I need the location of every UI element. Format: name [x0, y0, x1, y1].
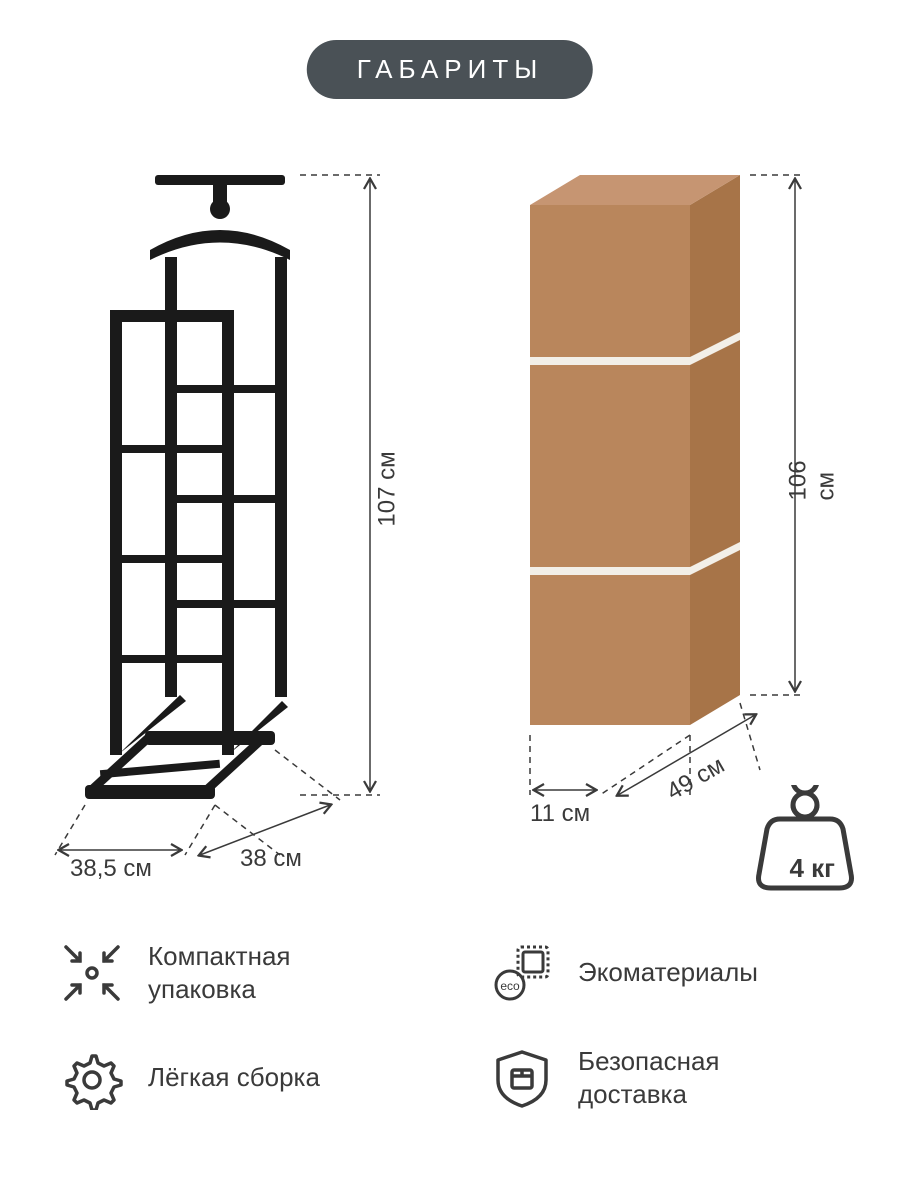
box-depth-label: 11 см: [530, 800, 590, 828]
feature-delivery-label: Безопаснаядоставка: [578, 1045, 719, 1110]
box-panel: 106 см 11 см 49 см 4 кг: [470, 155, 850, 895]
eco-icon: eco: [490, 941, 554, 1005]
box-height-label: 106 см: [785, 426, 841, 501]
feature-eco-label: Экоматериалы: [578, 956, 758, 989]
main-area: 107 см 38,5 см 38 см: [40, 125, 860, 915]
product-panel: 107 см 38,5 см 38 см: [50, 155, 430, 895]
features-grid: Компактнаяупаковка eco Экоматериалы Лёгк…: [60, 940, 840, 1110]
feature-assembly: Лёгкая сборка: [60, 1045, 410, 1110]
title-badge: ГАБАРИТЫ: [307, 40, 593, 99]
box-illustration: [470, 155, 850, 895]
compact-icon: [60, 941, 124, 1005]
shield-box-icon: [490, 1046, 554, 1110]
weight-label: 4 кг: [789, 853, 835, 884]
product-width-label: 38 см: [240, 845, 302, 873]
feature-compact: Компактнаяупаковка: [60, 940, 410, 1005]
product-height-label: 107 см: [374, 451, 402, 526]
svg-text:eco: eco: [500, 979, 520, 993]
feature-compact-label: Компактнаяупаковка: [148, 940, 291, 1005]
feature-eco: eco Экоматериалы: [490, 940, 840, 1005]
gear-icon: [60, 1046, 124, 1110]
product-depth-label: 38,5 см: [70, 855, 152, 883]
feature-assembly-label: Лёгкая сборка: [148, 1061, 320, 1094]
feature-delivery: Безопаснаядоставка: [490, 1045, 840, 1110]
